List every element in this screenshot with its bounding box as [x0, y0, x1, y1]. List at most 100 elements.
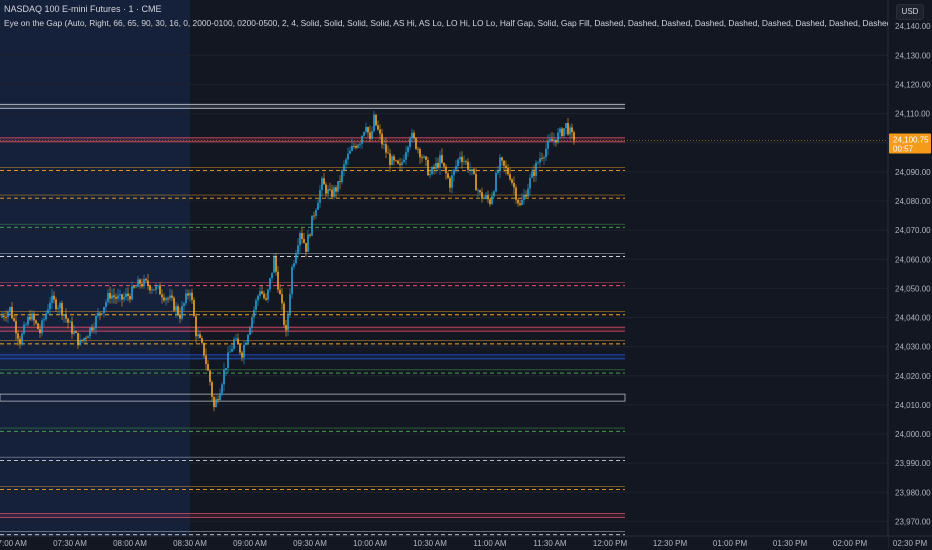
candle-body	[241, 352, 243, 358]
candle-body	[521, 199, 523, 206]
candle-body	[131, 286, 133, 300]
y-tick-label: 24,090.00	[895, 168, 931, 177]
candle-body	[149, 285, 151, 291]
candle-body	[333, 187, 335, 197]
candle-body	[19, 338, 21, 345]
candle-body	[303, 238, 305, 243]
candle-body	[507, 168, 509, 175]
y-tick-label: 24,120.00	[895, 80, 931, 89]
candle-body	[205, 355, 207, 364]
indicator-legend[interactable]: Eye on the Gap (Auto, Right, 66, 65, 90,…	[4, 18, 888, 28]
level-band	[0, 137, 625, 142]
candle-body	[237, 338, 239, 345]
candle-body	[455, 165, 457, 170]
candle-body	[151, 289, 153, 291]
candle-body	[167, 298, 169, 300]
symbol-title[interactable]: NASDAQ 100 E-mini Futures · 1 · CME	[4, 4, 162, 14]
candle-body	[337, 181, 339, 192]
candle-body	[173, 297, 175, 311]
level-band	[0, 354, 625, 359]
level-line	[0, 393, 626, 402]
candle-body	[263, 293, 265, 299]
candle-body	[31, 313, 33, 320]
candle-body	[165, 298, 167, 301]
candle-body	[323, 178, 325, 185]
candle-body	[63, 314, 65, 316]
candle-body	[45, 313, 47, 320]
candle-body	[59, 303, 61, 309]
candle-body	[343, 164, 345, 171]
y-tick-label: 24,000.00	[895, 430, 931, 439]
candle-body	[239, 344, 241, 353]
candle-body	[73, 331, 75, 334]
candle-body	[15, 320, 17, 334]
candle-body	[437, 162, 439, 168]
candle-body	[317, 202, 319, 210]
candle-body	[473, 169, 475, 174]
candle-body	[443, 162, 445, 167]
candle-body	[195, 316, 197, 337]
candle-body	[525, 194, 527, 197]
candle-body	[441, 155, 443, 163]
candle-body	[559, 128, 561, 133]
candle-body	[517, 199, 519, 204]
x-tick-label: 01:30 PM	[773, 539, 808, 548]
x-tick-label: 11:30 AM	[533, 539, 567, 548]
x-tick-label: 02:00 PM	[833, 539, 868, 548]
candle-body	[551, 139, 553, 141]
candle-body	[385, 144, 387, 153]
candle-body	[353, 145, 355, 147]
candle-body	[11, 306, 13, 319]
candle-body	[25, 324, 27, 326]
candle-body	[23, 324, 25, 334]
candle-body	[293, 263, 295, 267]
candle-body	[17, 333, 19, 339]
candle-body	[39, 329, 41, 334]
candle-body	[291, 266, 293, 295]
candle-body	[203, 342, 205, 356]
candle-body	[387, 152, 389, 154]
candle-body	[497, 170, 499, 173]
candle-body	[259, 291, 261, 296]
candle-body	[283, 303, 285, 326]
level-band	[0, 327, 625, 332]
candle-body	[207, 363, 209, 371]
candle-body	[189, 292, 191, 296]
candle-body	[407, 146, 409, 153]
candle-body	[123, 297, 125, 300]
candle-body	[541, 158, 543, 159]
candle-body	[319, 190, 321, 203]
candle-body	[121, 294, 123, 300]
candle-body	[133, 286, 135, 288]
candle-body	[325, 184, 327, 194]
candle-body	[275, 256, 277, 272]
y-axis-panel	[888, 0, 932, 550]
candle-body	[273, 256, 275, 273]
candle-body	[221, 384, 223, 394]
candle-body	[147, 280, 149, 286]
candle-body	[409, 138, 411, 147]
candle-body	[251, 317, 253, 328]
candle-body	[401, 162, 403, 165]
candle-body	[61, 303, 63, 316]
candle-body	[457, 159, 459, 166]
candle-body	[549, 139, 551, 141]
candle-body	[141, 283, 143, 287]
candle-body	[209, 370, 211, 383]
y-tick-label: 24,140.00	[895, 22, 931, 31]
candle-body	[71, 321, 73, 334]
candle-body	[435, 162, 437, 169]
candle-body	[57, 308, 59, 310]
currency-button[interactable]: USD	[896, 4, 924, 20]
candle-body	[181, 305, 183, 319]
candle-body	[93, 327, 95, 331]
candle-body	[429, 173, 431, 176]
candle-body	[529, 177, 531, 189]
candle-body	[107, 292, 109, 302]
candle-body	[159, 285, 161, 295]
candle-body	[137, 279, 139, 287]
candle-body	[269, 278, 271, 290]
candle-body	[571, 127, 573, 133]
x-tick-label: 11:00 AM	[473, 539, 507, 548]
